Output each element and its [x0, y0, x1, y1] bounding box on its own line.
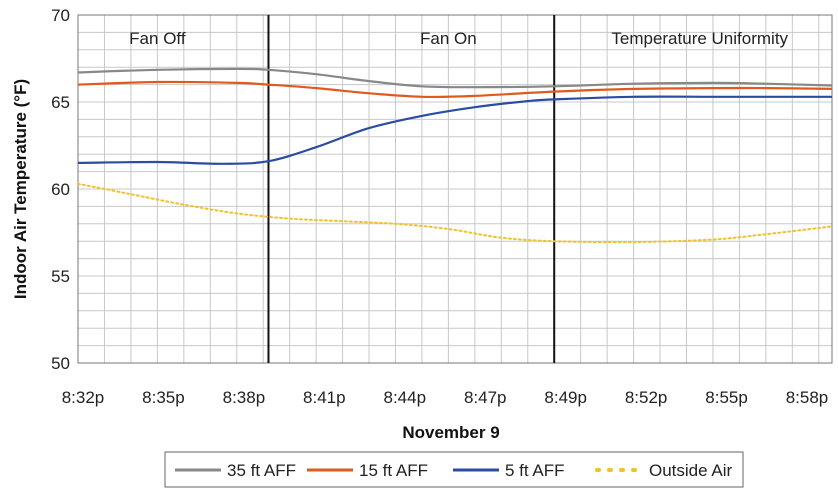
x-tick-label: 8:32p	[62, 388, 105, 407]
legend-label: Outside Air	[649, 461, 732, 480]
x-tick-label: 8:58p	[786, 388, 829, 407]
series-line-outside-air	[77, 182, 833, 244]
legend-label: 15 ft AFF	[359, 461, 428, 480]
y-axis-title: Indoor Air Temperature (°F)	[11, 79, 30, 299]
x-axis: 8:32p 8:35p 8:38p 8:41p 8:44p 8:47p 8:49p 8:52p…	[62, 388, 829, 407]
legend: 35 ft AFF 15 ft AFF 5 ft AFF Outside Air	[164, 451, 744, 488]
x-tick-label: 8:52p	[625, 388, 668, 407]
y-tick-label: 55	[51, 267, 70, 286]
x-tick-label: 8:49p	[544, 388, 587, 407]
phase-label: Fan On	[420, 29, 477, 48]
series-line-15-ft-aff	[77, 80, 833, 99]
phase-boundaries	[267, 15, 556, 363]
phase-label: Fan Off	[129, 29, 186, 48]
x-tick-label: 8:44p	[384, 388, 427, 407]
phase-labels: Fan Off Fan On Temperature Uniformity	[129, 29, 788, 48]
y-axis: 50 55 60 65 70	[51, 6, 70, 373]
x-tick-label: 8:35p	[142, 388, 185, 407]
series-line-5-ft-aff	[77, 95, 832, 165]
phase-label: Temperature Uniformity	[611, 29, 788, 48]
x-tick-label: 8:38p	[223, 388, 266, 407]
x-tick-label: 8:41p	[303, 388, 346, 407]
plot-frame	[77, 14, 833, 364]
legend-box	[164, 451, 744, 488]
series-line-35-ft-aff	[77, 67, 833, 89]
y-tick-label: 50	[51, 354, 70, 373]
y-tick-label: 65	[51, 93, 70, 112]
x-tick-label: 8:47p	[464, 388, 507, 407]
legend-label: 5 ft AFF	[505, 461, 565, 480]
x-axis-title: November 9	[402, 423, 499, 442]
y-tick-label: 70	[51, 6, 70, 25]
x-tick-label: 8:55p	[705, 388, 748, 407]
grid	[77, 14, 832, 364]
series-lines	[77, 67, 833, 244]
legend-label: 35 ft AFF	[227, 461, 296, 480]
y-tick-label: 60	[51, 180, 70, 199]
